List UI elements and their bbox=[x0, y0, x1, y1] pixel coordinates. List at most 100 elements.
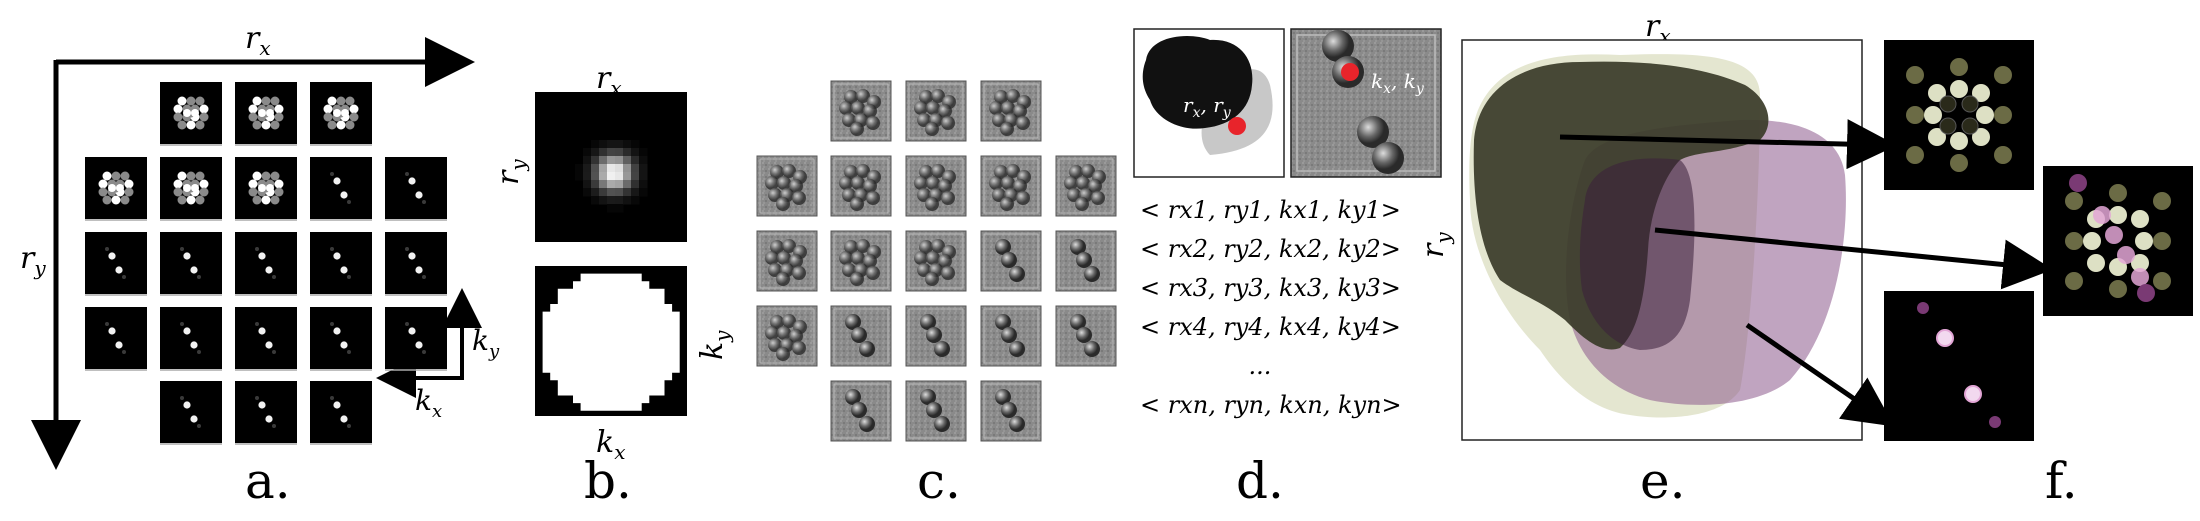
atom-ball bbox=[782, 164, 796, 178]
atom-ball bbox=[1013, 179, 1027, 193]
atom-ball bbox=[850, 197, 864, 211]
probe-pixel bbox=[615, 196, 624, 205]
diffraction-spot bbox=[265, 266, 273, 274]
diffraction-spot bbox=[191, 109, 199, 117]
atom-ball bbox=[792, 341, 806, 355]
atom-ball bbox=[925, 122, 939, 136]
probe-pixel bbox=[583, 148, 592, 157]
atom-ball bbox=[1064, 176, 1078, 190]
diffraction-spot bbox=[1917, 302, 1929, 314]
atom-ball bbox=[1088, 179, 1102, 193]
diffraction-spot bbox=[183, 109, 191, 117]
diffraction-spot bbox=[191, 184, 199, 192]
atom-ball bbox=[856, 89, 870, 103]
probe-pixel bbox=[623, 164, 632, 173]
diffraction-spot bbox=[261, 96, 271, 106]
diffraction-spot bbox=[333, 177, 341, 185]
atom-ball bbox=[938, 254, 952, 268]
diffraction-spot bbox=[124, 179, 134, 189]
diffraction-spot bbox=[2109, 206, 2127, 224]
tuple-entry: < rx4, ry4, kx4, ky4> bbox=[1140, 313, 1401, 341]
virtual-image-grid bbox=[756, 80, 1117, 442]
diffraction-spot bbox=[1936, 329, 1954, 347]
atom-ball bbox=[866, 191, 880, 205]
probe-pixel bbox=[575, 164, 584, 173]
diffraction-spot bbox=[111, 171, 121, 181]
probe-pixel bbox=[639, 164, 648, 173]
atom-ball bbox=[792, 191, 806, 205]
atom-ball bbox=[926, 176, 940, 190]
diffraction-spot bbox=[1950, 58, 1968, 76]
diffraction-spot bbox=[180, 396, 184, 400]
diffraction-spot bbox=[180, 247, 184, 251]
panel-e: rx ry bbox=[1416, 9, 2053, 441]
probe-pixel bbox=[607, 164, 616, 173]
atom-ball bbox=[863, 179, 877, 193]
diffraction-spot bbox=[340, 415, 348, 423]
atom-ball bbox=[920, 314, 936, 330]
diffraction-spot bbox=[330, 172, 334, 176]
diffraction-spot bbox=[197, 350, 201, 354]
panel-label-f: f. bbox=[2045, 452, 2078, 510]
diffraction-spot bbox=[349, 104, 359, 114]
atom-ball bbox=[776, 197, 790, 211]
diffraction-spot bbox=[347, 424, 351, 428]
diffraction-spot bbox=[1994, 66, 2012, 84]
panel-label-e: e. bbox=[1640, 452, 1686, 510]
probe-pixel bbox=[631, 156, 640, 165]
atom-ball bbox=[792, 266, 806, 280]
diffraction-spot bbox=[1906, 106, 1924, 124]
panel-a-ky-label: ky bbox=[472, 324, 500, 362]
diffraction-spot bbox=[173, 104, 183, 114]
atom-ball bbox=[1081, 164, 1095, 178]
probe-pixel bbox=[599, 164, 608, 173]
diffraction-position-marker bbox=[1341, 63, 1359, 81]
atom-ball bbox=[931, 164, 945, 178]
probe-pixel bbox=[631, 172, 640, 181]
diffraction-tile bbox=[310, 307, 372, 369]
diffraction-tile bbox=[85, 232, 147, 294]
diffraction-spot bbox=[108, 327, 116, 335]
atom-ball bbox=[839, 101, 853, 115]
diffraction-spot bbox=[102, 195, 112, 205]
diffraction-spot bbox=[265, 415, 273, 423]
diffraction-tile bbox=[160, 307, 222, 369]
probe-pixel bbox=[583, 180, 592, 189]
diffraction-spot bbox=[120, 195, 130, 205]
diffraction-spot bbox=[116, 184, 124, 192]
diffraction-spot bbox=[2065, 232, 2083, 250]
atom-ball bbox=[789, 179, 803, 193]
probe-pixel bbox=[615, 172, 624, 181]
diffraction-spot bbox=[199, 179, 209, 189]
diffraction-spot bbox=[115, 341, 123, 349]
atom-ball bbox=[938, 179, 952, 193]
atom-ball bbox=[765, 326, 779, 340]
diffraction-spot bbox=[274, 104, 284, 114]
probe-pixel bbox=[599, 188, 608, 197]
atom-ball bbox=[1013, 104, 1027, 118]
diffraction-spot bbox=[248, 179, 258, 189]
atom-ball bbox=[770, 165, 784, 179]
diffraction-spot bbox=[105, 247, 109, 251]
panel-b-rx-label: rx bbox=[596, 61, 622, 100]
diffraction-spot bbox=[333, 252, 341, 260]
diffraction-spot bbox=[252, 195, 262, 205]
diffraction-spot bbox=[1939, 117, 1957, 135]
atom-ball bbox=[859, 341, 875, 357]
diffraction-tile bbox=[385, 307, 447, 369]
probe-pixel bbox=[615, 156, 624, 165]
probe-pixel bbox=[591, 180, 600, 189]
diffraction-spot bbox=[265, 341, 273, 349]
diffraction-space-image bbox=[1290, 28, 1442, 178]
atom-ball bbox=[844, 90, 858, 104]
atom-ball bbox=[842, 188, 856, 202]
probe-pixel bbox=[607, 188, 616, 197]
probe-pixel bbox=[623, 156, 632, 165]
arrow-to-olive-pattern bbox=[1559, 119, 1897, 170]
diffraction-pattern-grid bbox=[85, 82, 447, 445]
probe-pixel bbox=[631, 196, 640, 205]
real-space-position-marker bbox=[1228, 117, 1246, 135]
atom-ball bbox=[789, 329, 803, 343]
diffraction-spot bbox=[199, 112, 209, 122]
diffraction-tile bbox=[310, 157, 372, 219]
